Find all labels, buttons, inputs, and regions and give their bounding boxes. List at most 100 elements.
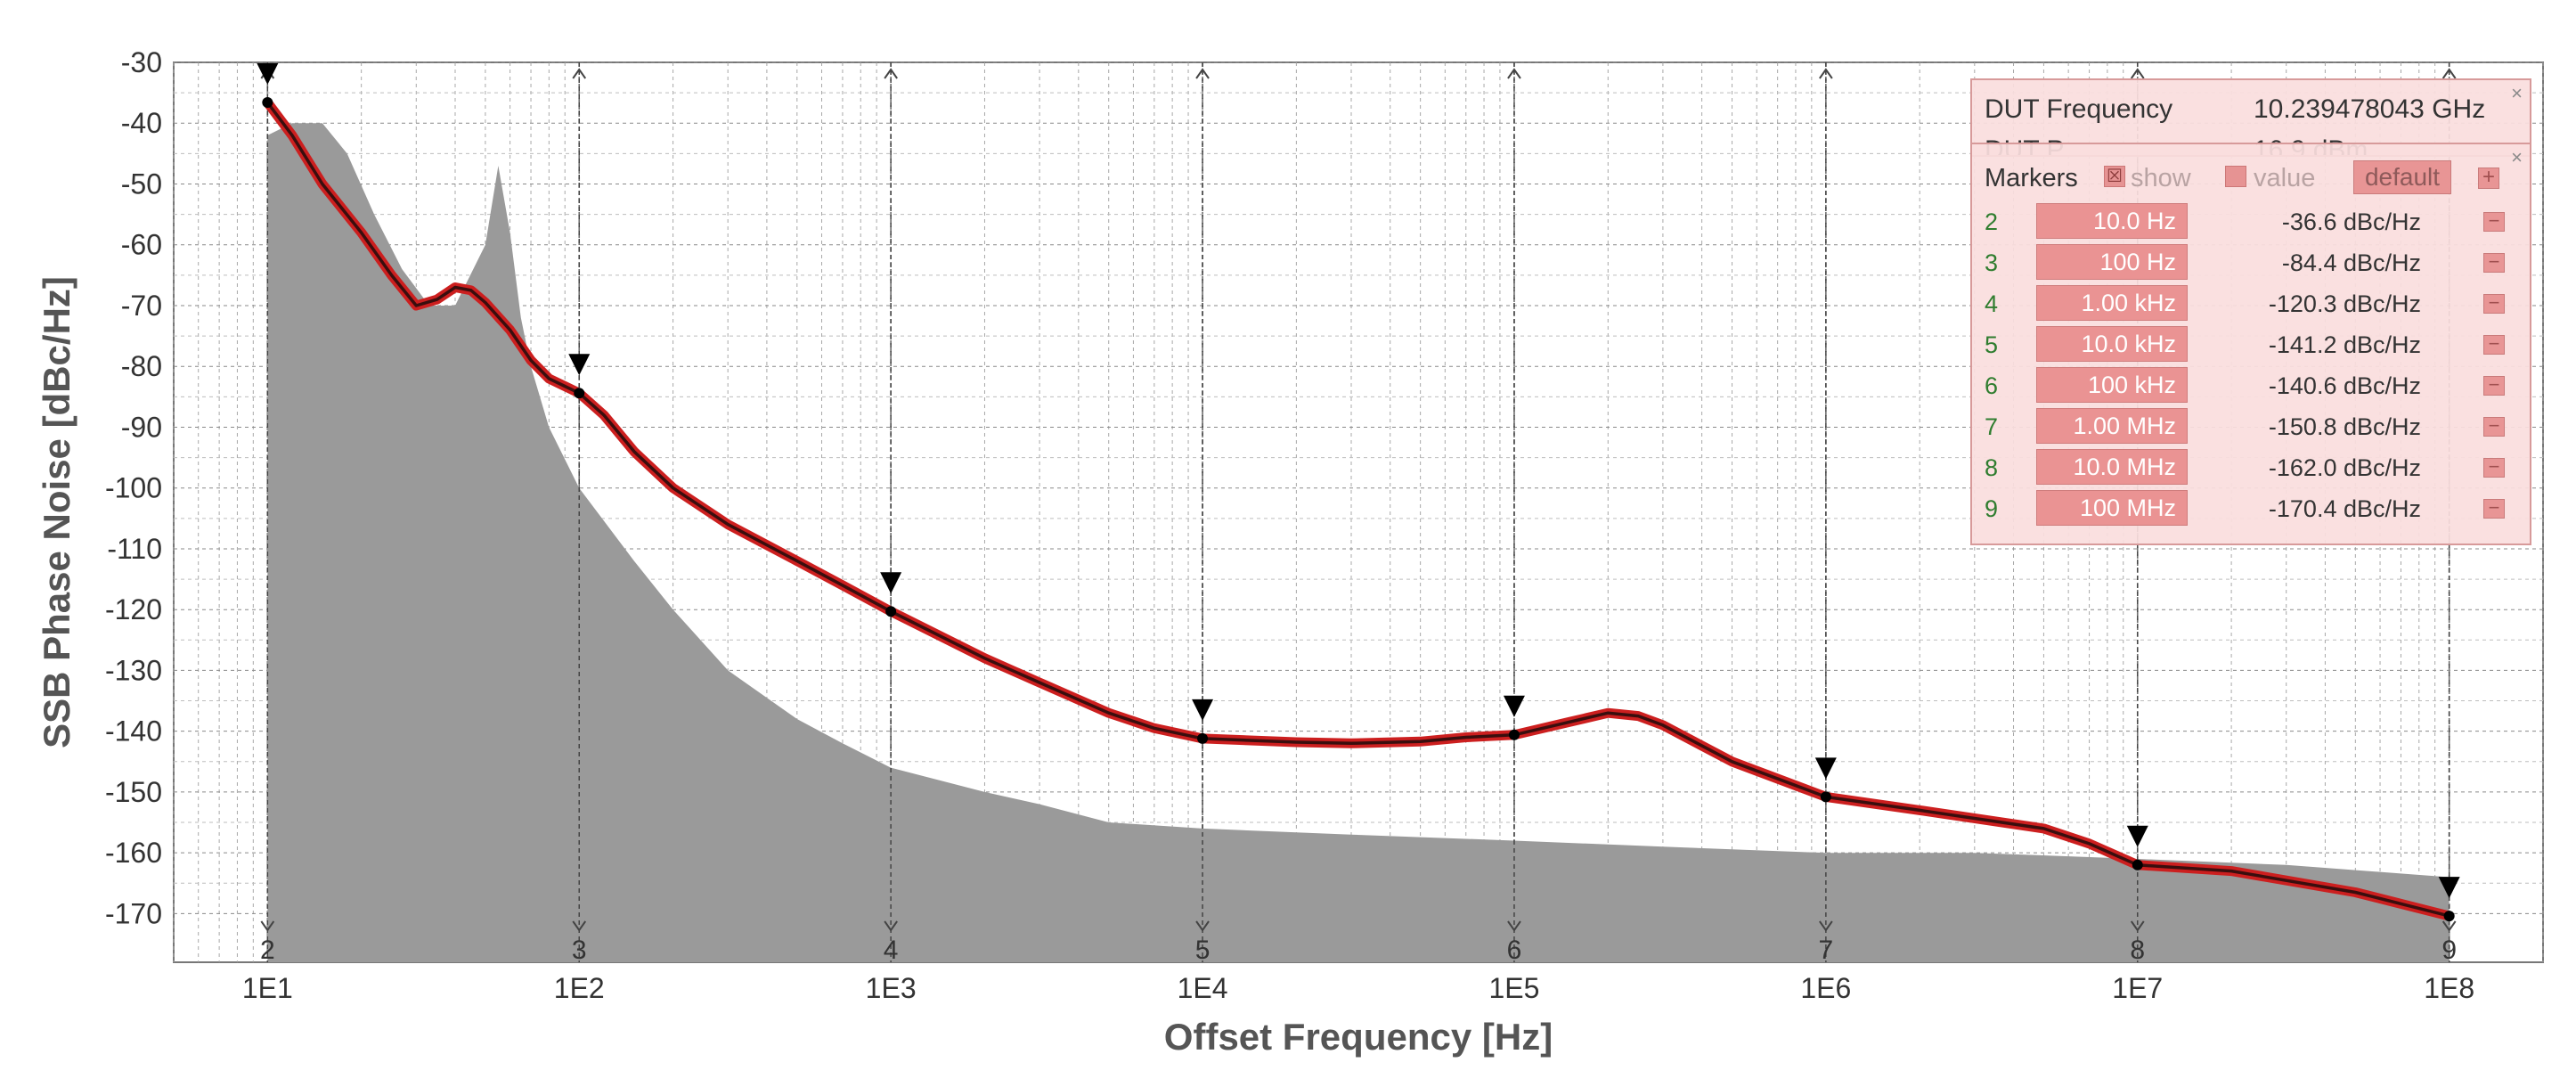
remove-marker-button[interactable]: − [2483,211,2505,232]
remove-marker-button[interactable]: − [2483,334,2505,355]
marker-value: -84.4 dBc/Hz [2281,249,2421,276]
y-axis-label: SSB Phase Noise [dBc/Hz] [36,276,77,748]
remove-marker-button[interactable]: − [2483,375,2505,396]
dut-frequency-label: DUT Frequency [1985,94,2173,124]
marker-bottom-caret [1507,920,1521,932]
marker-number: 4 [1985,290,1999,317]
marker-value: -140.6 dBc/Hz [2268,372,2421,399]
marker-frequency-input[interactable]: 10.0 Hz [2036,203,2188,239]
default-button[interactable]: default [2353,160,2451,194]
marker-triangle [1503,695,1525,717]
marker-dot [2132,859,2143,870]
marker-bottom-caret [2130,920,2145,932]
marker-id-label: 4 [884,936,899,965]
remove-marker-button[interactable]: − [2483,416,2505,437]
marker-row: 3 100 Hz -84.4 dBc/Hz − [1985,244,2519,280]
marker-triangle [1192,699,1214,721]
marker-bottom-caret [260,920,275,932]
marker-dot [262,97,273,109]
marker-bottom-caret [2441,920,2457,932]
marker-bottom-caret [1195,920,1210,932]
x-tick-label: 1E7 [2112,972,2163,1004]
marker-value: -36.6 dBc/Hz [2281,208,2421,235]
marker-triangle [2126,825,2148,847]
y-tick-label: -90 [121,411,162,443]
marker-value: -141.2 dBc/Hz [2268,331,2421,358]
x-tick-label: 1E6 [1800,972,1851,1004]
marker-top-caret [2441,68,2457,79]
x-axis-label: Offset Frequency [Hz] [1164,1016,1553,1058]
marker-row: 8 10.0 MHz -162.0 dBc/Hz − [1985,449,2519,485]
marker-value: -120.3 dBc/Hz [2268,290,2421,317]
y-tick-label: -50 [121,168,162,200]
marker-frequency-input[interactable]: 100 kHz [2036,367,2188,403]
marker-dot [574,388,585,399]
dut-frequency-row: DUT Frequency 10.239478043 GHz [1985,94,2485,125]
tick-labels: -30 -40 -50 -60 -70 -80 -90 -100 -110 -120 -130 -14… [105,46,2474,1004]
marker-frequency-input[interactable]: 100 Hz [2036,244,2188,280]
y-tick-label: -80 [121,350,162,382]
noise-floor-layer [267,123,2450,962]
marker-frequency-input[interactable]: 1.00 kHz [2036,285,2188,321]
y-tick-label: -160 [105,837,162,869]
y-tick-label: -30 [121,46,162,78]
marker-frequency-input[interactable]: 10.0 MHz [2036,449,2188,485]
remove-marker-button[interactable]: − [2483,498,2505,519]
markers-panel: × Markers ☒ show value default + 2 10.0 H… [1970,143,2531,545]
marker-top-caret [1819,68,1833,79]
marker-number: 6 [1985,372,1999,399]
marker-number: 7 [1985,413,1999,440]
marker-row: 5 10.0 kHz -141.2 dBc/Hz − [1985,326,2519,362]
marker-top-caret [884,68,898,79]
marker-triangle [1814,757,1837,780]
marker-id-label: 9 [2441,936,2457,965]
marker-triangle [880,572,902,594]
noise-floor-area [267,123,2450,962]
marker-triangle [2438,877,2460,899]
marker-frequency-input[interactable]: 1.00 MHz [2036,408,2188,444]
y-tick-label: -110 [107,533,162,565]
marker-id-label: 8 [2130,936,2145,965]
marker-id-label: 3 [572,936,587,965]
marker-dot [885,606,897,617]
marker-row: 9 100 MHz -170.4 dBc/Hz − [1985,490,2519,526]
dut-frequency-value: 10.239478043 GHz [2254,94,2486,124]
marker-number: 2 [1985,208,1999,235]
marker-dot [1197,732,1209,744]
x-tick-label: 1E8 [2424,972,2474,1004]
value-label: value [2254,164,2316,192]
add-marker-button[interactable]: + [2478,167,2499,189]
value-checkbox[interactable] [2225,166,2246,187]
markers-panel-close-icon[interactable]: × [2511,146,2523,168]
marker-number: 8 [1985,454,1999,481]
marker-frequency-input[interactable]: 100 MHz [2036,490,2188,526]
marker-dot [2443,911,2455,922]
dut-panel-close-icon[interactable]: × [2511,82,2523,104]
show-label: show [2131,164,2191,192]
marker-value: -162.0 dBc/Hz [2268,454,2421,481]
show-checkbox[interactable]: ☒ [2104,166,2125,187]
marker-row: 6 100 kHz -140.6 dBc/Hz − [1985,367,2519,403]
marker-row: 7 1.00 MHz -150.8 dBc/Hz − [1985,408,2519,444]
marker-frequency-input[interactable]: 10.0 kHz [2036,326,2188,362]
marker-triangle [568,354,591,376]
y-tick-label: -120 [105,593,162,625]
marker-number: 5 [1985,331,1999,358]
marker-top-caret [2130,68,2145,79]
marker-dot [1508,729,1520,740]
x-tick-label: 1E2 [554,972,605,1004]
marker-bottom-caret [572,920,587,932]
marker-id-label: 2 [260,936,275,965]
trace-layer [262,97,2455,921]
marker-row: 4 1.00 kHz -120.3 dBc/Hz − [1985,285,2519,321]
marker-id-label: 7 [1819,936,1834,965]
marker-bottom-caret [884,920,898,932]
remove-marker-button[interactable]: − [2483,457,2505,478]
y-tick-label: -170 [105,897,162,929]
marker-id-label: 6 [1507,936,1522,965]
remove-marker-button[interactable]: − [2483,252,2505,273]
y-tick-label: -140 [105,715,162,748]
markers-header: Markers ☒ show value default + [1985,160,2519,196]
marker-id-label: 5 [1195,936,1211,965]
remove-marker-button[interactable]: − [2483,293,2505,314]
